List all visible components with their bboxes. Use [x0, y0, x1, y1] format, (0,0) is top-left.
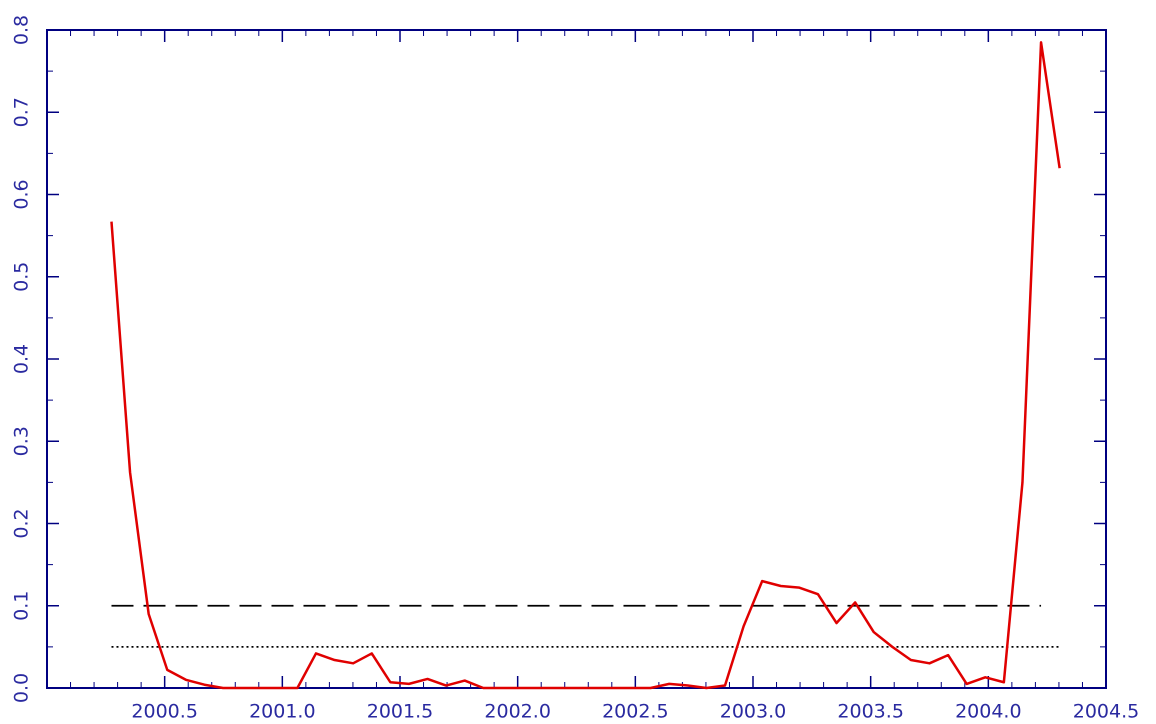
y-tick-label: 0.1 [11, 591, 33, 621]
x-tick-label: 2001.0 [249, 701, 315, 723]
x-tick-label: 2002.5 [602, 701, 668, 723]
x-tick-label: 2003.0 [720, 701, 786, 723]
x-tick-label: 2004.5 [1073, 701, 1139, 723]
x-tick-label: 2003.5 [837, 701, 903, 723]
y-tick-label: 0.3 [11, 426, 33, 456]
y-tick-label: 0.4 [11, 344, 33, 374]
plot-frame [46, 29, 1107, 689]
y-tick-label: 0.2 [11, 508, 33, 538]
x-tick-label: 2000.5 [131, 701, 197, 723]
y-tick-label: 0.7 [11, 97, 33, 127]
y-tick-label: 0.8 [11, 15, 33, 45]
x-tick-label: 2001.5 [367, 701, 433, 723]
y-tick-label: 0.5 [11, 262, 33, 292]
x-tick-label: 2004.0 [955, 701, 1021, 723]
y-tick-label: 0.0 [11, 673, 33, 703]
data-line [110, 41, 1061, 690]
x-tick-label: 2002.0 [484, 701, 550, 723]
y-tick-label: 0.6 [11, 179, 33, 209]
